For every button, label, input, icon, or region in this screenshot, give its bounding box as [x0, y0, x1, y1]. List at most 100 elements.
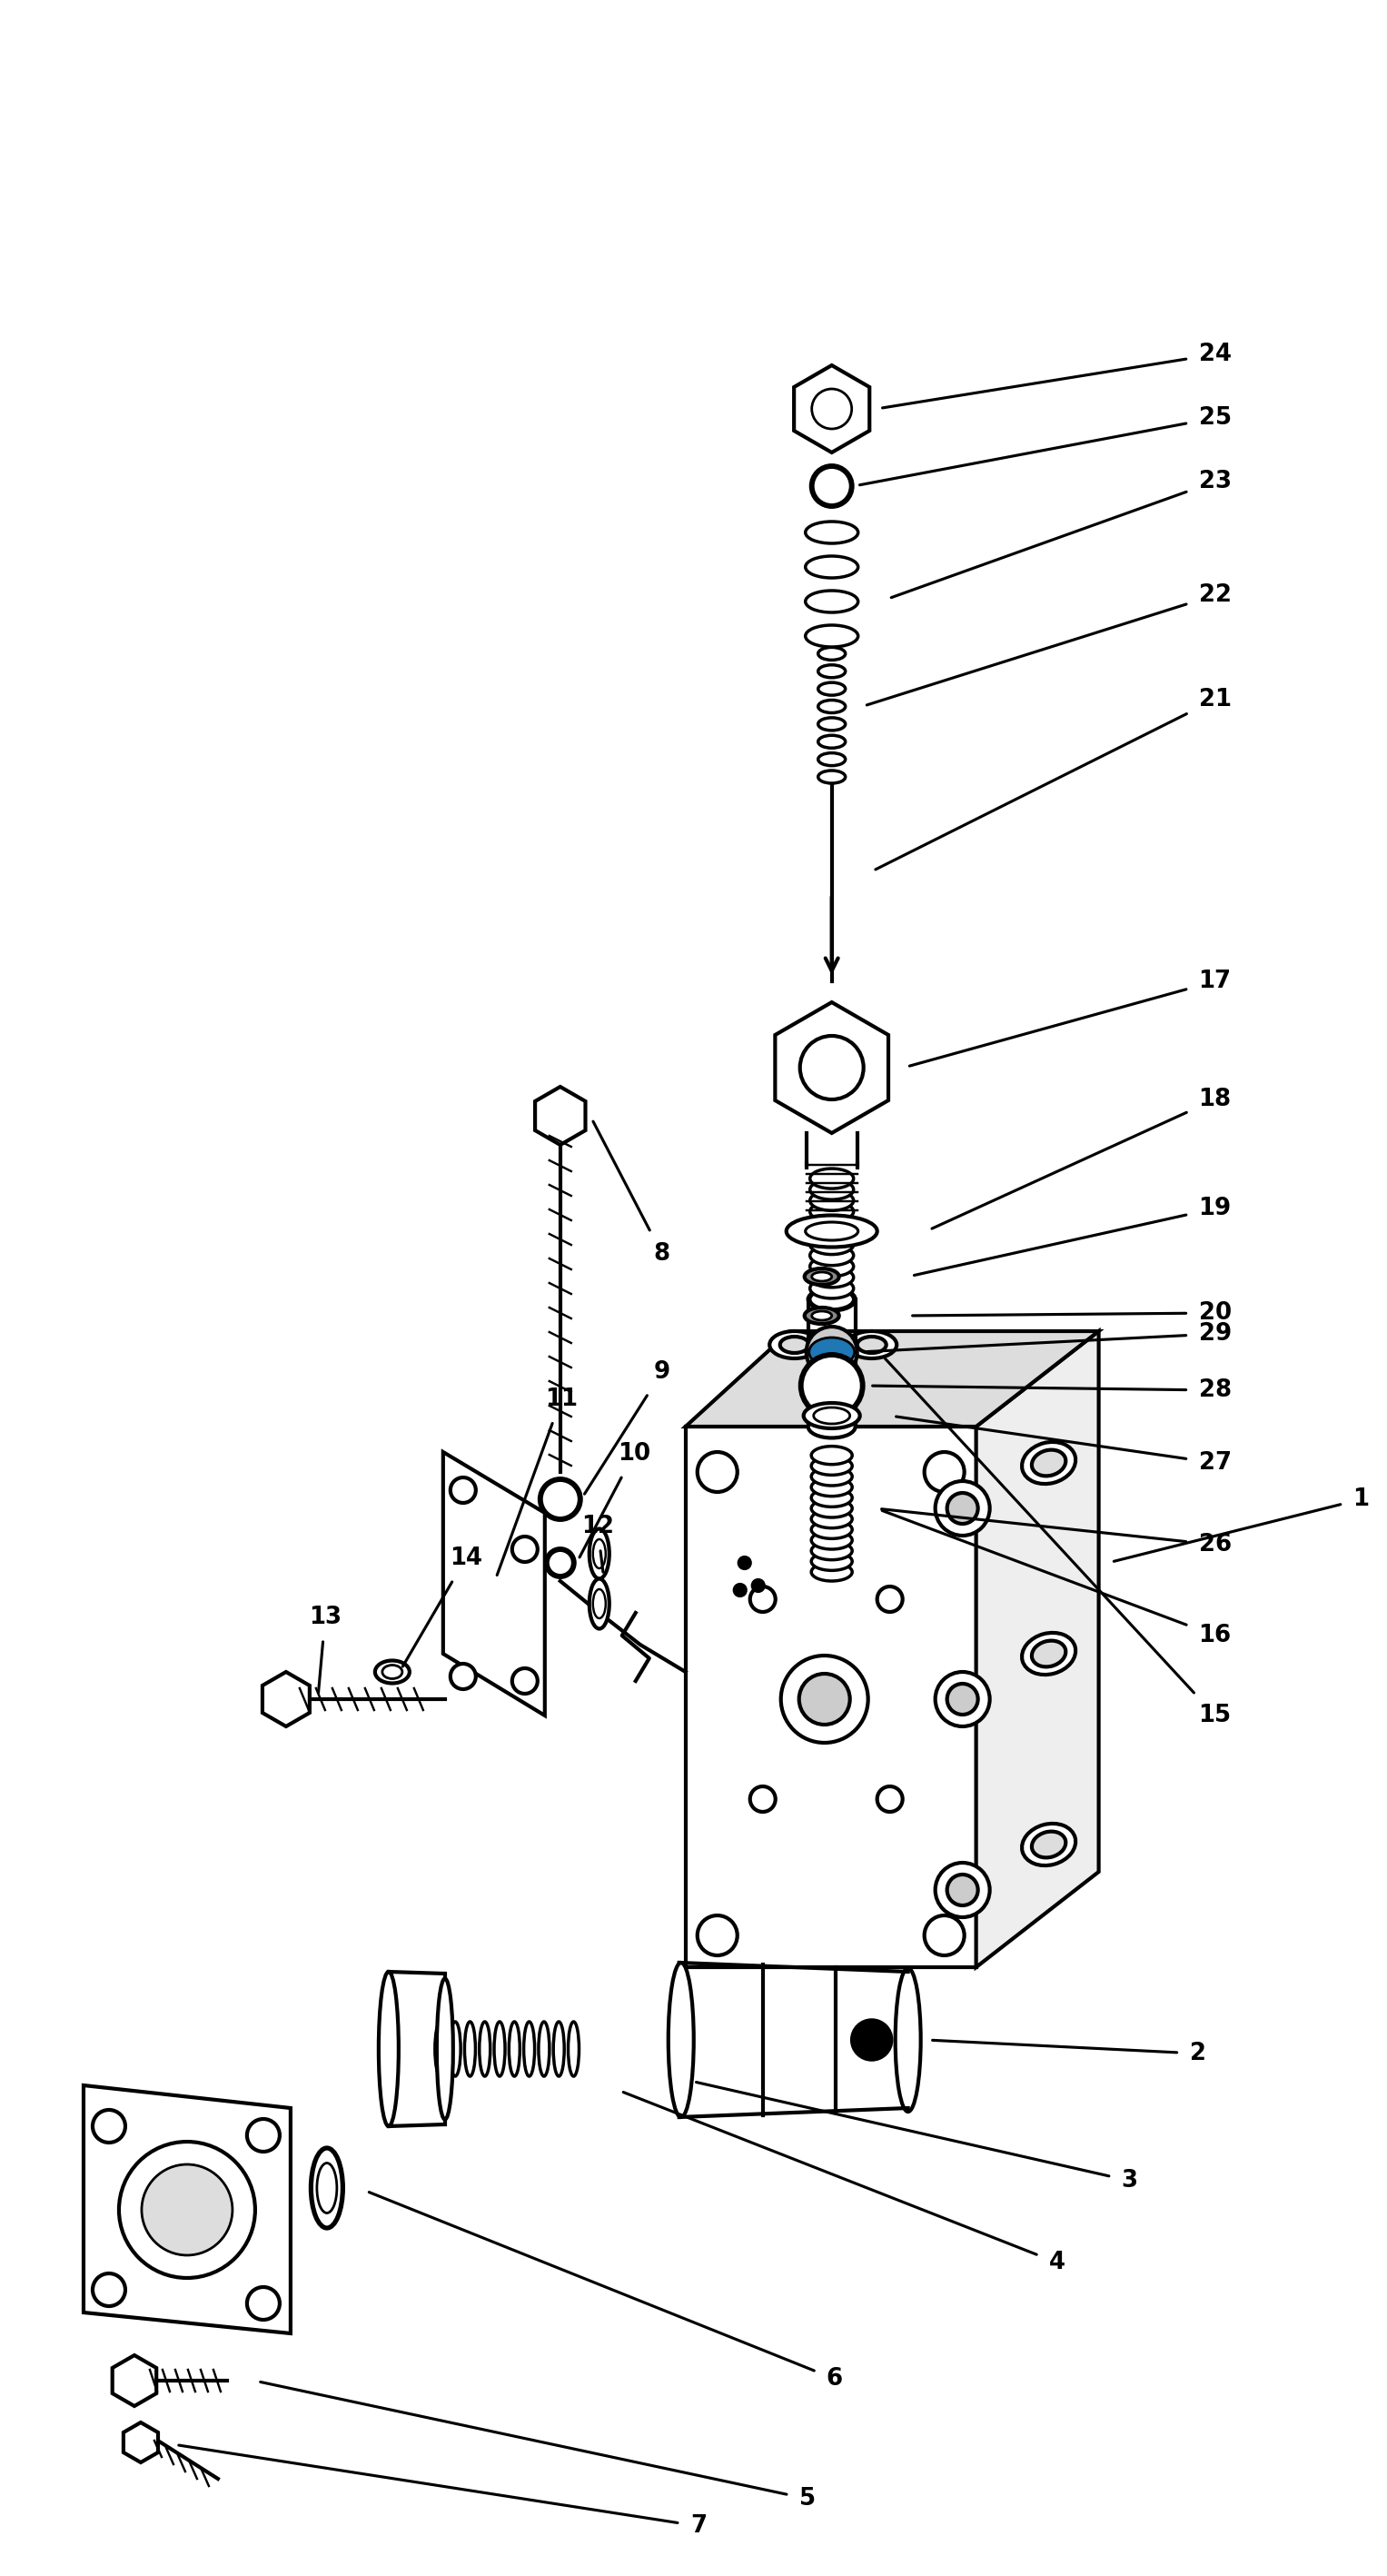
- Text: 19: 19: [914, 1198, 1232, 1275]
- Ellipse shape: [813, 1406, 850, 1425]
- Ellipse shape: [523, 2022, 534, 2076]
- Ellipse shape: [810, 1278, 853, 1298]
- Polygon shape: [685, 1427, 976, 1968]
- Ellipse shape: [1032, 1450, 1065, 1476]
- Text: 29: 29: [865, 1321, 1232, 1352]
- Ellipse shape: [846, 1332, 896, 1358]
- Circle shape: [93, 2275, 125, 2306]
- Text: 27: 27: [896, 1417, 1232, 1473]
- Text: 12: 12: [581, 1515, 613, 1571]
- Circle shape: [141, 2164, 233, 2254]
- Ellipse shape: [592, 1589, 606, 1618]
- Circle shape: [924, 1453, 964, 1492]
- Ellipse shape: [810, 1257, 853, 1278]
- Ellipse shape: [538, 2022, 549, 2076]
- Text: 22: 22: [867, 582, 1230, 706]
- Ellipse shape: [807, 1414, 854, 1437]
- Ellipse shape: [811, 1311, 831, 1321]
- Circle shape: [924, 1917, 964, 1955]
- Text: 9: 9: [584, 1360, 670, 1494]
- Ellipse shape: [374, 1662, 409, 1682]
- Ellipse shape: [807, 1288, 854, 1311]
- Ellipse shape: [818, 770, 845, 783]
- Polygon shape: [262, 1672, 309, 1726]
- Ellipse shape: [810, 1190, 853, 1211]
- Polygon shape: [976, 1332, 1099, 1968]
- Ellipse shape: [494, 2022, 505, 2076]
- Ellipse shape: [786, 1216, 877, 1247]
- Circle shape: [781, 1656, 868, 1744]
- Ellipse shape: [810, 1213, 853, 1231]
- Circle shape: [451, 1664, 476, 1690]
- Ellipse shape: [818, 701, 845, 714]
- Text: 15: 15: [885, 1358, 1232, 1728]
- Ellipse shape: [449, 2022, 460, 2076]
- Ellipse shape: [567, 2022, 578, 2076]
- Text: 23: 23: [890, 469, 1232, 598]
- Text: 16: 16: [882, 1510, 1232, 1649]
- Circle shape: [698, 1917, 736, 1955]
- Ellipse shape: [803, 1404, 860, 1427]
- Circle shape: [811, 389, 852, 428]
- Text: 21: 21: [875, 688, 1230, 871]
- Ellipse shape: [434, 2022, 445, 2076]
- Ellipse shape: [804, 590, 857, 613]
- Circle shape: [935, 1862, 989, 1917]
- Ellipse shape: [383, 1664, 402, 1680]
- Circle shape: [947, 1494, 978, 1525]
- Ellipse shape: [811, 1530, 852, 1548]
- Ellipse shape: [589, 1579, 609, 1628]
- Ellipse shape: [804, 1309, 839, 1324]
- Circle shape: [800, 1355, 863, 1417]
- Ellipse shape: [811, 1479, 852, 1497]
- Ellipse shape: [316, 2164, 337, 2213]
- Circle shape: [811, 466, 852, 505]
- Circle shape: [451, 1479, 476, 1502]
- Text: 13: 13: [309, 1605, 341, 1692]
- Ellipse shape: [810, 1170, 853, 1188]
- Ellipse shape: [811, 1499, 852, 1517]
- Ellipse shape: [804, 626, 857, 647]
- Text: 6: 6: [369, 2192, 842, 2391]
- Circle shape: [247, 2287, 280, 2321]
- Text: 7: 7: [179, 2445, 706, 2537]
- Polygon shape: [685, 1332, 1099, 1427]
- Circle shape: [540, 1479, 580, 1520]
- Ellipse shape: [779, 1337, 809, 1352]
- Ellipse shape: [465, 2022, 476, 2076]
- Circle shape: [877, 1785, 903, 1811]
- Ellipse shape: [818, 647, 845, 659]
- Ellipse shape: [804, 1221, 857, 1239]
- Circle shape: [512, 1535, 537, 1561]
- Text: 24: 24: [882, 343, 1230, 407]
- Circle shape: [750, 1587, 775, 1613]
- Ellipse shape: [811, 1510, 852, 1528]
- Ellipse shape: [437, 1978, 454, 2120]
- Ellipse shape: [811, 1468, 852, 1486]
- Circle shape: [93, 2110, 125, 2143]
- Text: 28: 28: [872, 1378, 1232, 1401]
- Circle shape: [800, 1036, 863, 1100]
- Ellipse shape: [810, 1180, 853, 1200]
- Ellipse shape: [1022, 1443, 1075, 1484]
- Ellipse shape: [811, 1445, 852, 1463]
- Polygon shape: [112, 2354, 157, 2406]
- Ellipse shape: [589, 1528, 609, 1579]
- Ellipse shape: [553, 2022, 565, 2076]
- Ellipse shape: [1022, 1633, 1075, 1674]
- Circle shape: [512, 1669, 537, 1692]
- Circle shape: [750, 1785, 775, 1811]
- Ellipse shape: [811, 1273, 831, 1280]
- Ellipse shape: [811, 1553, 852, 1571]
- Polygon shape: [535, 1087, 585, 1144]
- Text: 11: 11: [497, 1388, 577, 1574]
- Text: 8: 8: [592, 1121, 670, 1265]
- Ellipse shape: [810, 1234, 853, 1255]
- Text: 2: 2: [932, 2040, 1205, 2066]
- Text: 14: 14: [402, 1546, 483, 1667]
- Circle shape: [806, 1327, 857, 1378]
- Circle shape: [753, 1579, 763, 1592]
- Text: 25: 25: [860, 407, 1232, 484]
- Circle shape: [935, 1481, 989, 1535]
- Ellipse shape: [810, 1224, 853, 1244]
